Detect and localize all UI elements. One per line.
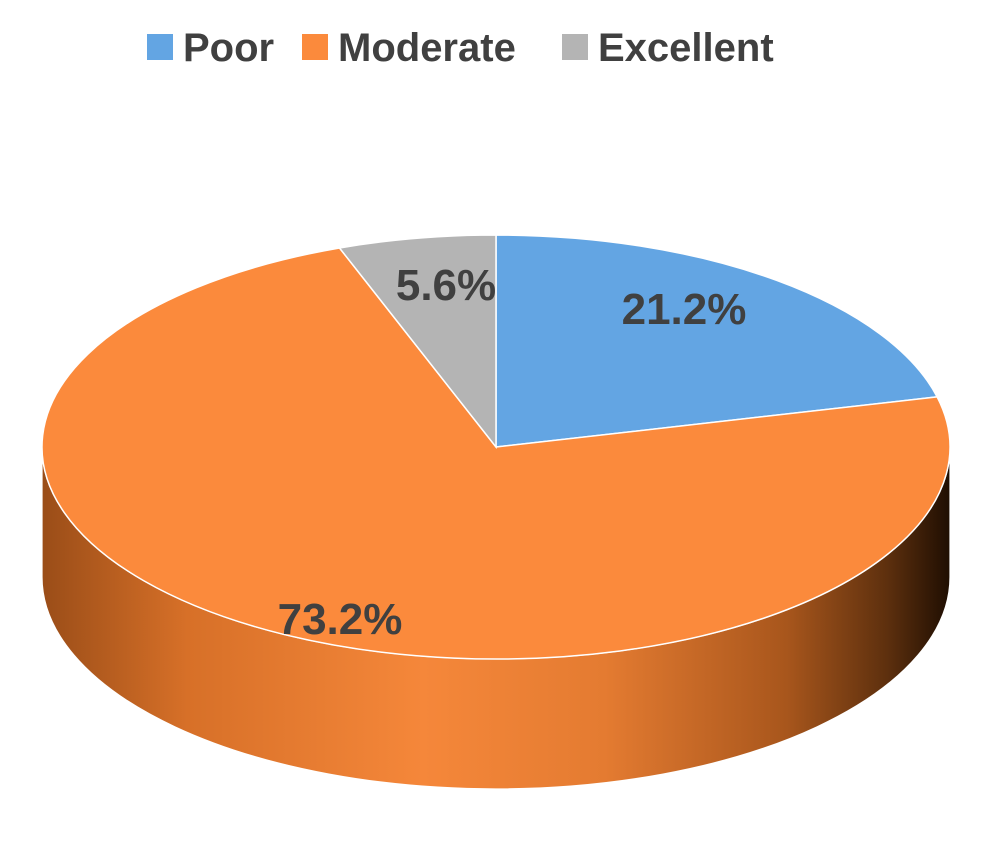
legend-swatch-excellent	[562, 34, 588, 60]
legend-swatch-poor	[147, 34, 173, 60]
legend: Poor Moderate Excellent	[147, 26, 774, 70]
data-label-poor: 21.2%	[622, 285, 747, 334]
legend-label-moderate: Moderate	[338, 26, 516, 70]
data-label-excellent: 5.6%	[396, 261, 496, 310]
slice-excellent	[338, 234, 497, 450]
pie-top	[41, 234, 951, 660]
slice-poor	[495, 234, 939, 448]
slice-moderate	[41, 247, 951, 660]
data-labels: 21.2% 73.2% 5.6%	[278, 261, 747, 644]
legend-label-poor: Poor	[183, 26, 274, 70]
data-label-moderate: 73.2%	[278, 595, 403, 644]
legend-label-excellent: Excellent	[598, 26, 774, 70]
legend-swatch-moderate	[302, 34, 328, 60]
